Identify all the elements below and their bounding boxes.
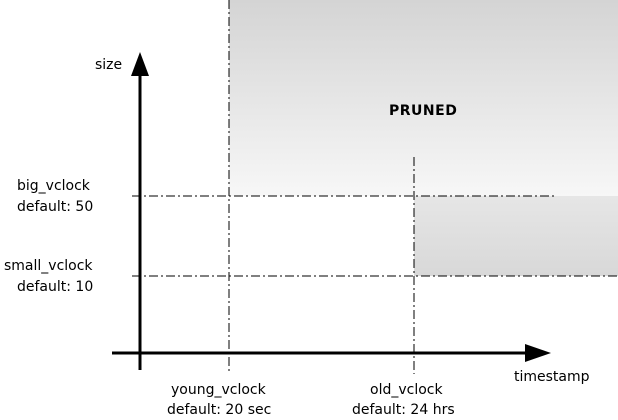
small-vclock-default: default: 10 xyxy=(17,279,93,295)
young-vclock-label: young_vclock xyxy=(171,382,267,398)
pruned-region xyxy=(229,0,618,276)
big-vclock-default: default: 50 xyxy=(17,199,93,215)
pruned-label: PRUNED xyxy=(389,103,457,119)
y-axis-label: size xyxy=(95,57,122,73)
old-vclock-default: default: 24 hrs xyxy=(352,402,455,418)
young-vclock-default: default: 20 sec xyxy=(167,402,271,418)
old-vclock-label: old_vclock xyxy=(370,382,443,398)
small-vclock-label: small_vclock xyxy=(4,258,93,274)
big-vclock-label: big_vclock xyxy=(17,178,91,194)
x-axis-arrow xyxy=(525,344,551,362)
y-axis-arrow xyxy=(131,52,149,76)
x-axis-label: timestamp xyxy=(514,369,590,385)
